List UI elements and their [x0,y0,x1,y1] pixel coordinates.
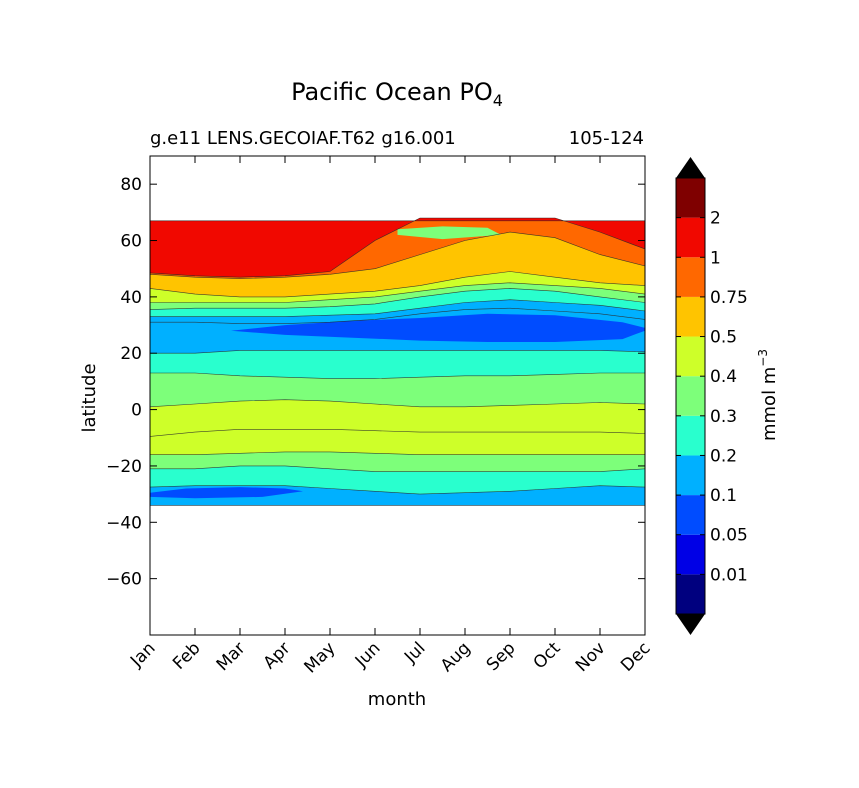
x-tick-label-3: Apr [260,638,295,673]
colorbar: 0.01 0.05 0.1 0.2 0.3 0.4 0.5 0.75 1 2 [675,157,748,635]
band-0-1-north [150,299,645,324]
colorbar-segment-2 [676,495,705,535]
band-0-05-north-gyre [231,313,645,342]
colorbar-segment-8 [676,257,705,297]
contour-line-7 [150,307,645,324]
band-0-2-south [150,465,645,495]
colorbar-frame [675,177,706,615]
y-tick-label-0: 80 [120,175,142,195]
contour-line-6 [150,350,645,354]
contour-line-11 [150,271,645,298]
band-1-north-west [150,220,353,278]
colorbar-tick-label-0: 0.01 [710,565,748,585]
x-tick-label-2: Mar [213,638,250,675]
colorbar-tick-label-9: 2 [710,209,721,229]
y-tick-label-5: −20 [106,457,142,477]
contour-lines [150,217,645,506]
contour-line-8 [150,299,645,317]
band-0-75-north [150,218,645,279]
colorbar-tick-label-2: 0.1 [710,486,737,506]
contour-line-0 [150,485,645,495]
contour-line-12 [150,231,645,279]
colorbar-tick-label-3: 0.2 [710,446,737,466]
y-tick-label-1: 60 [120,232,142,252]
colorbar-segment-1 [676,534,705,575]
colorbar-tick-label-4: 0.3 [710,407,737,427]
contour-line-10 [150,282,645,303]
contour-line-4 [150,399,645,408]
colorbar-label-main: mmol m [759,367,780,441]
x-tick-label-9: Oct [530,638,565,673]
band-0-3-north-patch [397,226,501,240]
colorbar-tick-label-6: 0.5 [710,328,737,348]
colorbar-segment-9 [676,217,705,258]
colorbar-extend-bottom [676,614,705,635]
colorbar-segment-10 [676,178,705,218]
contour-line-13 [150,217,645,278]
colorbar-label-superscript: −3 [756,349,770,367]
x-tick-label-11: Dec [617,638,654,675]
y-axis: 80 60 40 20 0 −20 −40 −60 [106,175,645,590]
band-0-3-north [150,350,645,379]
band-0-4-equator [150,429,645,455]
band-0-3-north-b [150,282,645,310]
colorbar-segment-7 [676,296,705,337]
x-tick-label-0: Jan [126,638,159,671]
x-tick-label-6: Jul [400,638,429,667]
y-tick-label-7: −60 [106,570,142,590]
band-0-05-south-gyre [150,487,303,499]
colorbar-tick-label-5: 0.4 [710,367,737,387]
contour-line-1 [150,465,645,472]
chart-title-main: Pacific Ocean PO [291,78,493,106]
x-tick-label-1: Feb [169,638,204,673]
band-0-4-north-b [150,271,645,303]
colorbar-extend-top [676,157,705,178]
contour-line-3 [150,429,645,437]
colorbar-segment-3 [676,455,705,496]
contour-line-5 [150,372,645,379]
x-tick-label-8: Sep [483,638,520,675]
colorbar-segment-0 [676,574,705,614]
y-tick-label-3: 20 [120,344,142,364]
x-axis-label: month [368,689,426,710]
x-tick-label-10: Nov [572,638,610,676]
contour-line-2 [150,451,645,455]
chart-subtitle-left: g.e11 LENS.GECOIAF.T62 g16.001 [150,128,456,149]
band-0-5-north [150,232,645,297]
band-0-3-south [150,451,645,472]
chart-subtitle-right: 105-124 [569,128,644,149]
colorbar-segment-6 [676,336,705,377]
chart-title: Pacific Ocean PO4 [291,78,503,110]
chart-title-subscript: 4 [493,91,503,110]
plot-frame [149,155,646,636]
y-tick-label-4: 0 [131,401,142,421]
colorbar-tick-label-1: 0.05 [710,526,748,546]
colorbar-label: mmol m−3 [756,349,780,441]
contour-line-9 [150,288,645,310]
colorbar-tick-label-7: 0.75 [710,288,748,308]
band-0-4-north [150,373,645,407]
x-tick-label-4: May [301,638,340,677]
y-axis-label: latitude [79,363,100,432]
colorbar-segment-5 [676,376,705,416]
x-tick-label-7: Aug [437,638,475,676]
contour-fills [150,218,645,506]
band-0-2-north-b [150,288,645,317]
colorbar-segment-4 [676,415,705,456]
plot-area [149,155,646,636]
y-tick-label-2: 40 [120,288,142,308]
y-tick-label-6: −40 [106,513,142,533]
x-tick-label-5: Jun [351,638,385,672]
band-0-5-equator [150,399,645,437]
colorbar-tick-label-8: 1 [710,248,721,268]
